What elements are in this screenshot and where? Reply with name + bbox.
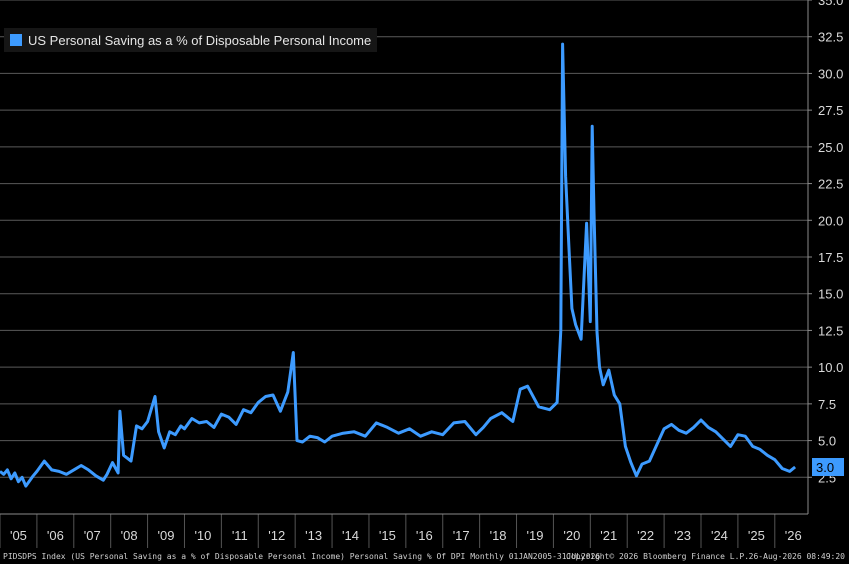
y-tick-label: 25.0 [818,140,843,155]
x-tick-label: '06 [47,528,64,543]
last-value-text: 3.0 [816,460,834,475]
x-tick-label: '15 [379,528,396,543]
x-tick-label: '22 [637,528,654,543]
copyright-text: Copyright© 2026 Bloomberg Finance L.P. [566,551,750,561]
y-tick-label: 5.0 [818,434,836,449]
series-line-saving-rate [0,42,797,488]
y-tick-label: 30.0 [818,66,843,81]
y-tick-label: 20.0 [818,213,843,228]
x-tick-label: '25 [748,528,765,543]
x-tick-label: '07 [84,528,101,543]
y-tick-label: 15.0 [818,287,843,302]
y-tick-label: 12.5 [818,323,843,338]
x-tick-label: '23 [674,528,691,543]
x-tick-label: '16 [416,528,433,543]
y-tick-labels: 2.55.07.510.012.515.017.520.022.525.027.… [808,0,843,485]
timestamp-text: 26-Aug-2026 08:49:20 [748,551,845,561]
y-tick-label: 27.5 [818,103,843,118]
y-tick-label: 7.5 [818,397,836,412]
x-tick-label: '13 [305,528,322,543]
y-tick-label: 10.0 [818,360,843,375]
x-tick-label: '12 [268,528,285,543]
x-tick-label: '08 [121,528,138,543]
x-tick-label: '10 [194,528,211,543]
legend-label: US Personal Saving as a % of Disposable … [28,32,372,48]
x-tick-labels: '05 '06 '07 '08 '09 '10 '11 '12 '13 '14 '15 '16 '17 '… [10,528,802,543]
x-tick-marks [0,514,776,548]
gridlines [0,0,808,478]
x-tick-label: '05 [10,528,27,543]
y-tick-label: 17.5 [818,250,843,265]
x-tick-label: '24 [711,528,728,543]
source-text: PIDSDPS Index (US Personal Saving as a %… [3,551,601,561]
y-tick-label: 35.0 [818,0,843,8]
y-tick-label: 22.5 [818,177,843,192]
x-tick-label: '09 [158,528,175,543]
x-tick-label: '14 [342,528,359,543]
x-tick-label: '18 [490,528,507,543]
legend: US Personal Saving as a % of Disposable … [4,28,378,52]
x-tick-label: '21 [600,528,617,543]
last-value-tag: 3.0 [812,458,844,477]
x-tick-label: '19 [527,528,544,543]
x-tick-label: '11 [232,528,248,543]
x-tick-label: '17 [453,528,470,543]
x-tick-label: '20 [563,528,580,543]
x-tick-label: '26 [785,528,802,543]
y-tick-label: 32.5 [818,30,843,45]
legend-swatch [10,34,22,46]
footer: PIDSDPS Index (US Personal Saving as a %… [0,548,849,564]
